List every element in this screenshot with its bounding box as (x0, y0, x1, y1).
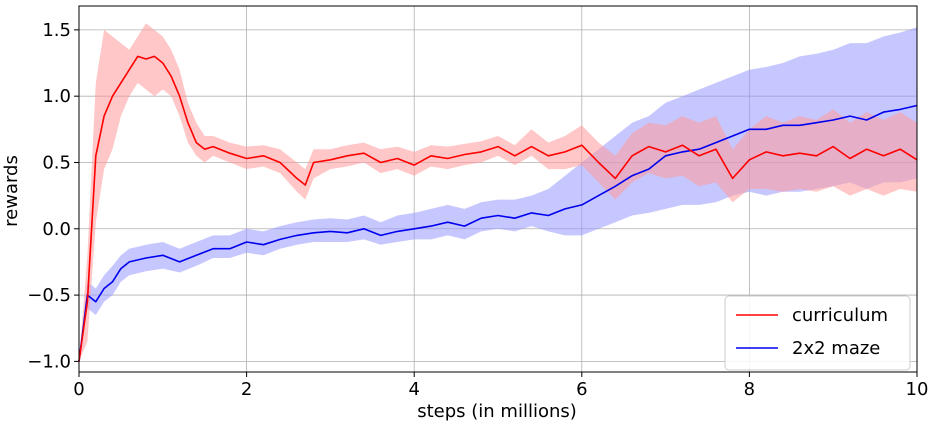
line-curriculum (78, 55, 918, 362)
legend-label-2x2-maze: 2x2 maze (792, 338, 880, 359)
y-tick-label: −0.5 (27, 285, 71, 306)
series-lines (78, 55, 918, 362)
x-tick-label: 6 (576, 379, 587, 400)
x-axis-ticks: 0 2 4 6 8 10 (73, 372, 928, 400)
x-tick-label: 2 (241, 379, 252, 400)
x-tick-label: 8 (744, 379, 755, 400)
y-tick-label: −1.0 (27, 351, 71, 372)
confidence-bands (79, 23, 917, 362)
y-axis-ticks: −1.0 −0.5 0.0 0.5 1.0 1.5 (27, 20, 79, 372)
plot-frame (78, 5, 918, 373)
x-tick-label: 4 (408, 379, 419, 400)
band-2x2-maze (79, 27, 917, 362)
x-tick-label: 10 (906, 379, 929, 400)
y-tick-label: 0.5 (42, 152, 71, 173)
legend: curriculum 2x2 maze (724, 295, 911, 371)
line-2x2-maze (78, 104, 918, 362)
band-curriculum (79, 23, 917, 362)
x-axis-label: steps (in millions) (417, 401, 577, 422)
y-tick-label: 1.0 (42, 86, 71, 107)
x-tick-label: 0 (73, 379, 84, 400)
legend-label-curriculum: curriculum (792, 305, 888, 326)
y-axis-label: rewards (1, 155, 22, 227)
y-tick-label: 0.0 (42, 219, 71, 240)
y-tick-label: 1.5 (42, 20, 71, 41)
